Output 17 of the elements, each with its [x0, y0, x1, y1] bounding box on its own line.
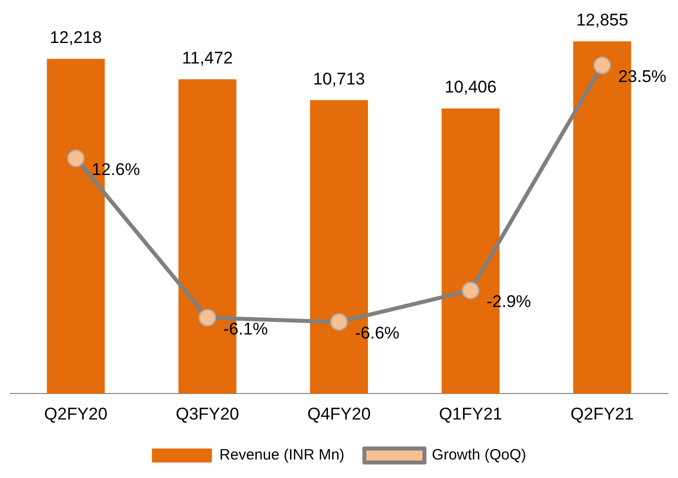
point [462, 282, 480, 300]
point [330, 313, 348, 331]
point [67, 150, 85, 168]
data-label: 11,472 [182, 48, 233, 68]
x-tick-label: Q3FY20 [176, 404, 240, 424]
data-label: 10,713 [313, 69, 365, 88]
point [593, 56, 611, 74]
x-tick-label: Q1FY21 [438, 404, 502, 424]
data-label: 12,855 [576, 10, 628, 30]
x-tick-label: Q4FY20 [307, 404, 371, 424]
legend-label: Growth (QoQ) [432, 446, 526, 464]
data-label: 12,218 [50, 28, 102, 48]
x-tick-label: Q2FY21 [570, 404, 634, 424]
point [198, 308, 216, 326]
legend-label: Revenue (INR Mn) [219, 446, 344, 464]
data-label: 10,406 [444, 78, 497, 97]
x-tick-label: Q2FY20 [44, 404, 108, 424]
